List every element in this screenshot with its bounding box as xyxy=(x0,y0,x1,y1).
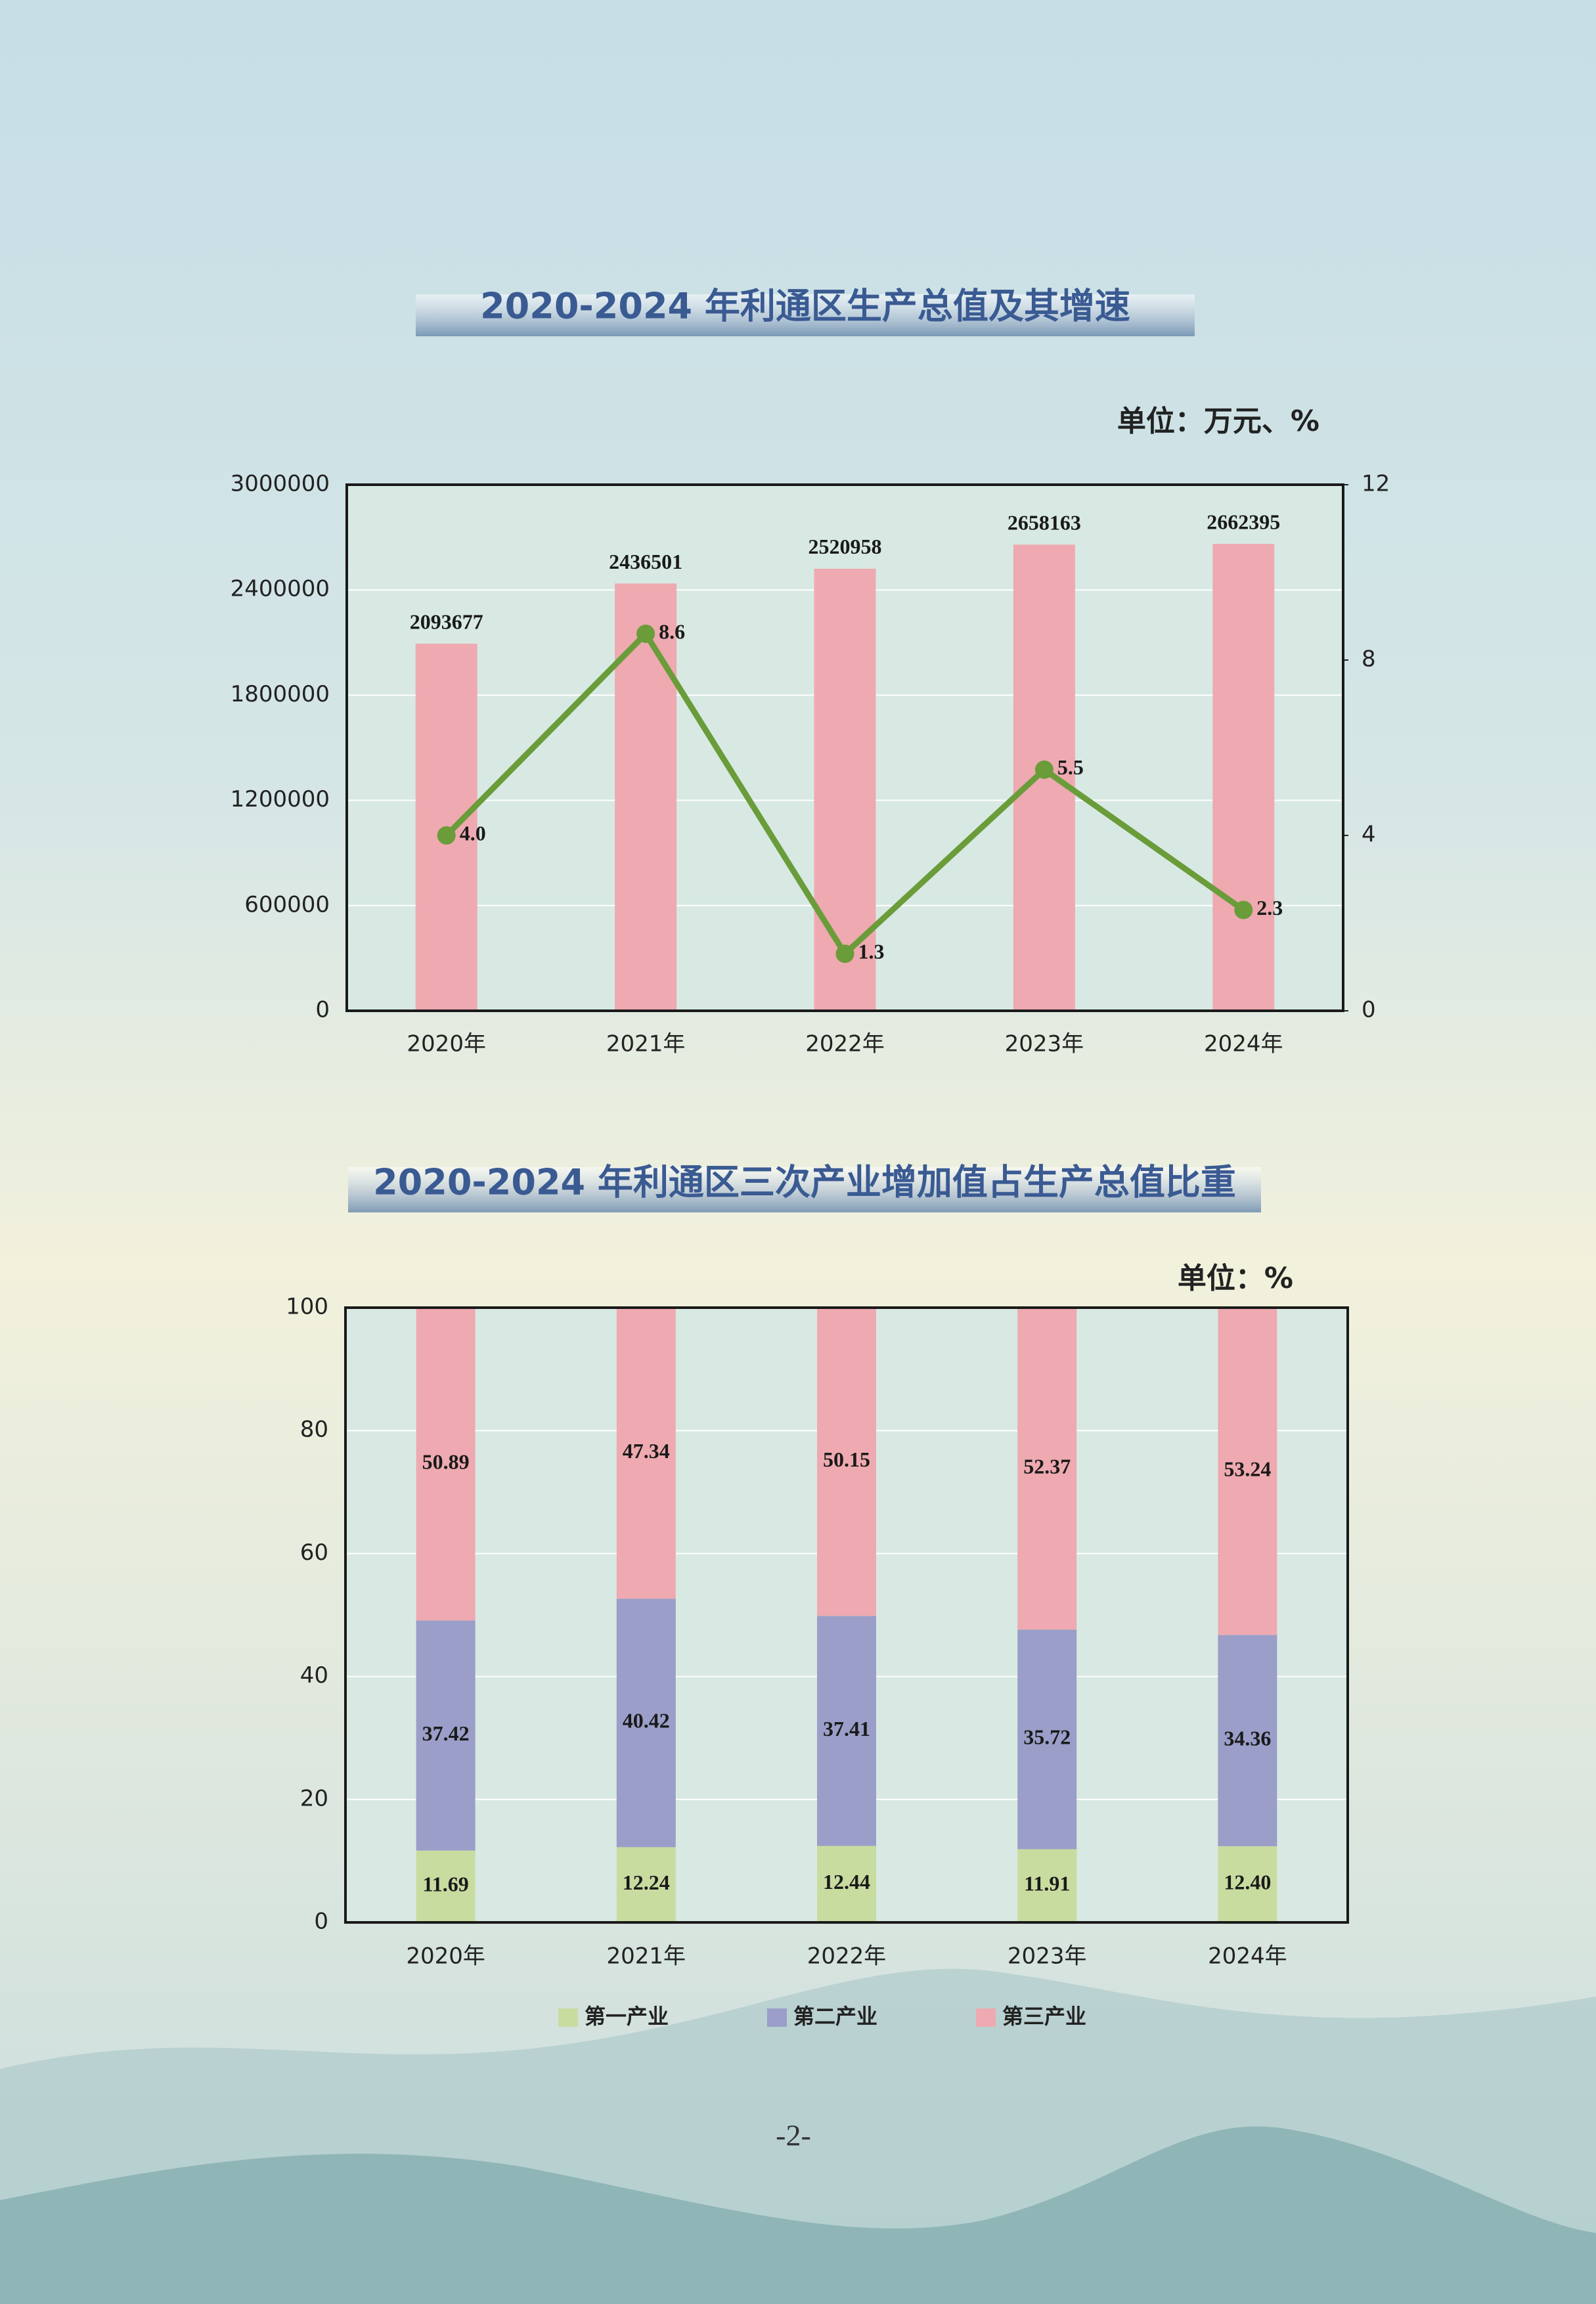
y2-tick-label: 8 xyxy=(1362,646,1376,673)
chart-title: 2020-2024 年利通区生产总值及其增速 xyxy=(480,286,1130,327)
data-label: 1.3 xyxy=(858,940,885,964)
data-label: 11.69 xyxy=(422,1872,468,1896)
bar-segment xyxy=(1218,1308,1277,1635)
chart-title: 2020-2024 年利通区三次产业增加值占生产总值比重 xyxy=(373,1162,1236,1203)
data-label: 2.3 xyxy=(1256,896,1283,919)
legend-swatch xyxy=(976,2008,996,2027)
data-label: 47.34 xyxy=(623,1439,670,1463)
bar-segment xyxy=(1017,1308,1077,1630)
y-tick-label: 1800000 xyxy=(231,681,330,707)
data-label: 2662395 xyxy=(1207,510,1280,533)
y-tick-label: 60 xyxy=(300,1540,328,1566)
bar-segment xyxy=(416,1620,476,1851)
x-tick-label: 2020年 xyxy=(407,1031,486,1057)
x-tick-label: 2023年 xyxy=(1005,1031,1084,1057)
bar xyxy=(1212,544,1275,1011)
title-banner xyxy=(348,1167,1261,1212)
data-label: 34.36 xyxy=(1224,1726,1271,1750)
bar-segment xyxy=(616,1308,676,1599)
bar-segment xyxy=(1218,1635,1277,1846)
bar xyxy=(615,583,677,1011)
y-tick-label: 600000 xyxy=(244,891,330,918)
data-label: 37.41 xyxy=(823,1717,870,1740)
y-tick-label: 100 xyxy=(286,1294,328,1320)
unit-label: 单位：% xyxy=(1178,1262,1293,1295)
data-label: 11.91 xyxy=(1024,1872,1070,1895)
data-label: 8.6 xyxy=(659,619,685,643)
bar-segment xyxy=(416,1308,476,1621)
plot-frame xyxy=(345,483,1344,1012)
line-point xyxy=(835,944,854,964)
data-label: 2093677 xyxy=(410,609,483,633)
data-label: 53.24 xyxy=(1224,1457,1271,1481)
legend-label: 第一产业 xyxy=(585,2004,669,2029)
line-point xyxy=(1234,900,1253,919)
y-tick-label: 80 xyxy=(300,1417,328,1443)
y2-tick-label: 0 xyxy=(1362,997,1376,1023)
data-label: 2658163 xyxy=(1008,511,1081,535)
charts: 2020-2024 年利通区生产总值及其增速单位：万元、%06000001200… xyxy=(231,286,1390,2029)
legend-label: 第三产业 xyxy=(1002,2004,1086,2029)
line-point xyxy=(636,624,655,643)
bar-segment xyxy=(1218,1846,1277,1922)
x-tick-label: 2020年 xyxy=(406,1943,485,1970)
x-tick-label: 2021年 xyxy=(606,1031,686,1057)
legend-swatch xyxy=(767,2008,787,2027)
data-label: 2520958 xyxy=(809,535,882,558)
unit-label: 单位：万元、% xyxy=(1117,405,1319,438)
y-tick-label: 1200000 xyxy=(231,786,330,812)
data-label: 12.44 xyxy=(823,1870,870,1894)
line-point xyxy=(437,826,456,845)
legend-label: 第二产业 xyxy=(793,2004,877,2029)
data-label: 12.40 xyxy=(1224,1870,1271,1894)
y-tick-label: 3000000 xyxy=(231,471,330,497)
x-tick-label: 2022年 xyxy=(807,1943,887,1970)
bar-segment xyxy=(1017,1629,1077,1850)
data-label: 5.5 xyxy=(1057,755,1084,779)
line-point xyxy=(1034,760,1053,779)
data-label: 4.0 xyxy=(460,821,486,845)
x-tick-label: 2024年 xyxy=(1208,1943,1287,1970)
mountain xyxy=(0,2126,1596,2304)
page-number: -2- xyxy=(776,2119,811,2152)
data-label: 50.15 xyxy=(823,1448,870,1471)
bar-segment xyxy=(817,1846,876,1922)
title-banner xyxy=(416,294,1195,336)
y-tick-label: 0 xyxy=(315,997,330,1023)
bar-segment xyxy=(817,1308,876,1616)
y-tick-label: 0 xyxy=(314,1909,328,1935)
bar-segment xyxy=(1017,1849,1077,1922)
x-tick-label: 2021年 xyxy=(607,1943,686,1970)
y-tick-label: 20 xyxy=(300,1785,328,1811)
data-label: 50.89 xyxy=(422,1450,470,1474)
y-tick-label: 2400000 xyxy=(231,576,330,602)
legend-swatch xyxy=(558,2008,578,2027)
bar-segment xyxy=(616,1599,676,1848)
y2-tick-label: 12 xyxy=(1362,471,1390,497)
bar-segment xyxy=(817,1616,876,1846)
data-label: 52.37 xyxy=(1023,1454,1071,1478)
x-tick-label: 2022年 xyxy=(805,1031,885,1057)
data-label: 2436501 xyxy=(609,550,682,573)
x-tick-label: 2023年 xyxy=(1008,1943,1087,1970)
x-tick-label: 2024年 xyxy=(1204,1031,1283,1057)
bar-segment xyxy=(616,1847,676,1922)
data-label: 12.24 xyxy=(623,1871,670,1894)
data-label: 35.72 xyxy=(1023,1725,1071,1749)
data-label: 37.42 xyxy=(422,1721,470,1745)
plot-frame xyxy=(344,1306,1349,1924)
bar-segment xyxy=(416,1850,476,1922)
data-label: 40.42 xyxy=(623,1709,670,1733)
y2-tick-label: 4 xyxy=(1362,822,1376,848)
y-tick-label: 40 xyxy=(300,1662,328,1689)
